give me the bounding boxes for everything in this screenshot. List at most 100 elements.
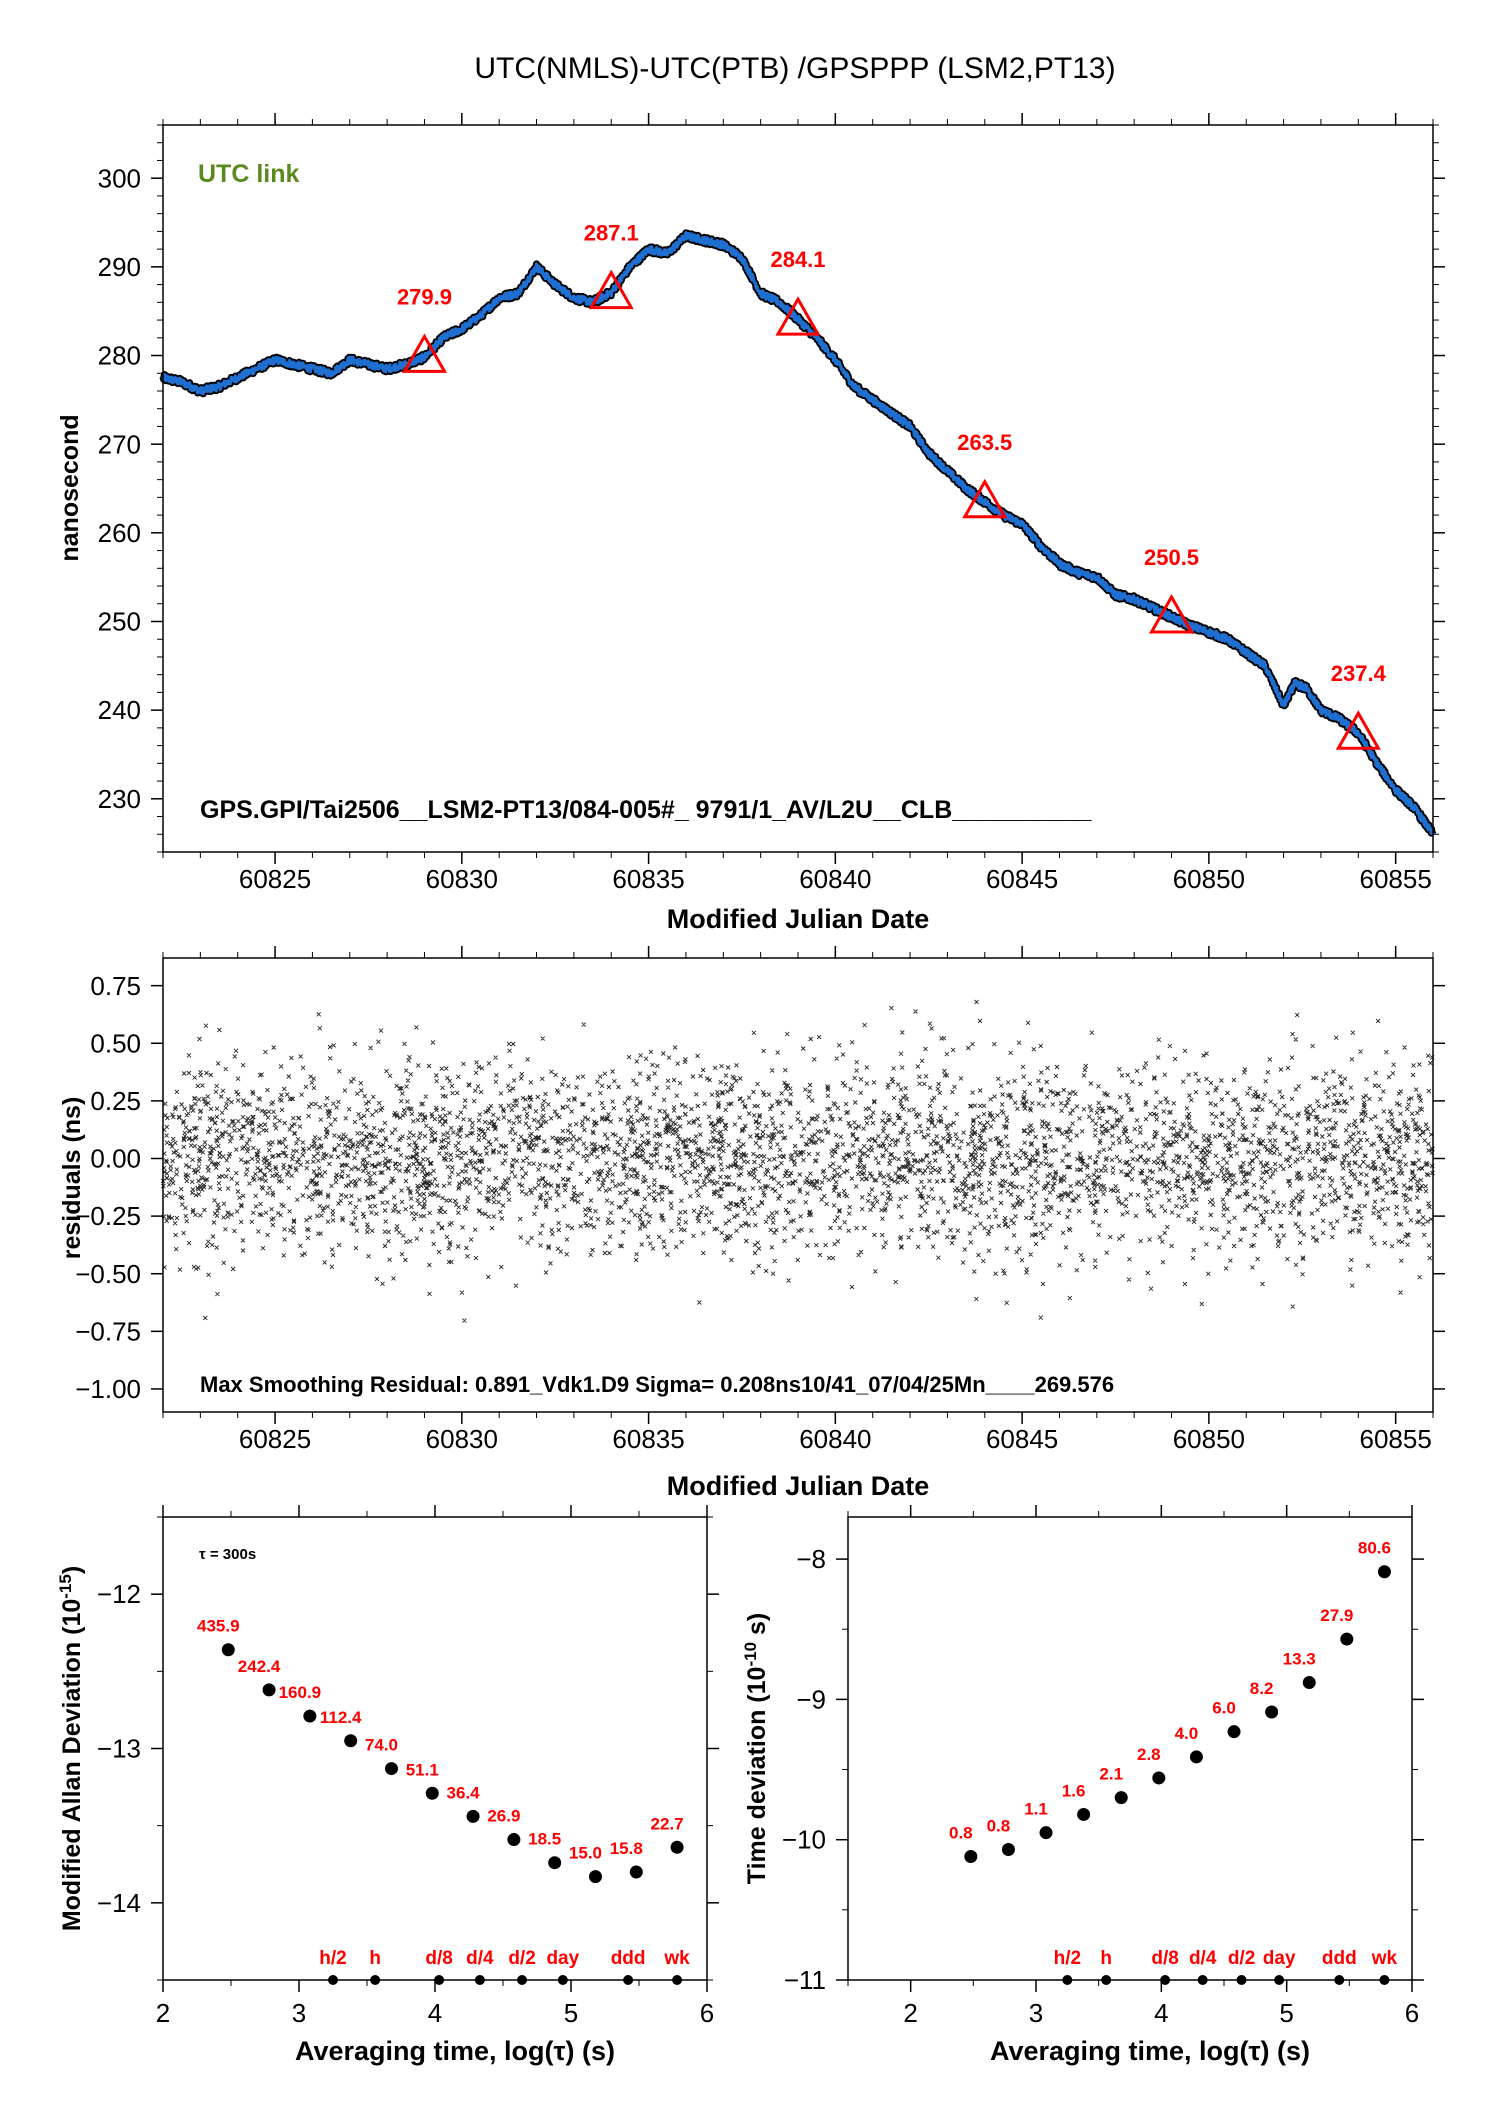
x-tick-label: 3: [1029, 1998, 1043, 2028]
interval-label: d/8: [1151, 1948, 1178, 1969]
data-point: [1001, 1843, 1015, 1857]
point-label: 51.1: [406, 1760, 439, 1779]
marker-label: 287.1: [584, 221, 639, 246]
interval-marker: [1197, 1975, 1208, 1985]
interval-marker: [1101, 1975, 1112, 1985]
interval-marker: [517, 1975, 528, 1985]
data-point: [507, 1833, 521, 1847]
x-tick-label: 60825: [239, 1424, 311, 1454]
data-point: [1189, 1750, 1203, 1764]
data-point: [1227, 1725, 1241, 1739]
y-tick-label: 0.75: [90, 971, 141, 1001]
y-tick-label: 250: [98, 607, 141, 637]
y-tick-label: −14: [97, 1888, 141, 1918]
data-point: [670, 1840, 684, 1854]
x-tick-label: 60830: [426, 864, 498, 894]
interval-marker: [1160, 1975, 1171, 1985]
x-tick-label: 3: [292, 1998, 306, 2028]
marker-label: 250.5: [1144, 545, 1199, 570]
y-tick-label: −13: [97, 1734, 141, 1764]
interval-marker: [672, 1975, 683, 1985]
point-label: 15.8: [610, 1839, 643, 1858]
triangle-marker: [962, 478, 1008, 519]
y-tick-label: −11: [784, 1965, 826, 1995]
residual-points: [160, 999, 1435, 1323]
data-point: [1039, 1826, 1053, 1840]
x-tick-label: 60840: [799, 864, 871, 894]
utc-link-annotation: UTC link: [198, 160, 299, 188]
figure-title: UTC(NMLS)-UTC(PTB) /GPSPPP (LSM2,PT13): [474, 52, 1115, 85]
data-point: [629, 1865, 643, 1879]
interval-label: h/2: [319, 1948, 346, 1969]
x-tick-label: 4: [428, 1998, 442, 2028]
interval-label: h: [1100, 1948, 1112, 1969]
data-point: [1077, 1807, 1091, 1821]
interval-label: ddd: [611, 1948, 646, 1969]
x-tick-label: 4: [1154, 1998, 1168, 2028]
marker-label: 279.9: [397, 284, 452, 309]
interval-label: day: [546, 1948, 579, 1969]
point-label: 242.4: [238, 1657, 281, 1676]
point-label: 80.6: [1358, 1539, 1391, 1558]
interval-label: h: [369, 1948, 381, 1969]
x-tick-label: 60845: [986, 864, 1058, 894]
x-tick-label: 60840: [799, 1424, 871, 1454]
y-tick-label: 300: [98, 163, 141, 193]
x-axis-label: Averaging time, log(τ) (s): [990, 2036, 1310, 2066]
y-tick-label: −10: [782, 1825, 826, 1855]
interval-marker: [1236, 1975, 1247, 1985]
data-point: [262, 1683, 276, 1697]
point-label: 26.9: [487, 1807, 520, 1826]
residual-footer: Max Smoothing Residual: 0.891_Vdk1.D9 Si…: [200, 1372, 1114, 1397]
point-label: 4.0: [1175, 1724, 1199, 1743]
triangle-marker: [1148, 594, 1195, 634]
y-tick-label: −12: [97, 1579, 141, 1609]
point-label: 15.0: [569, 1844, 602, 1863]
link-info-footer: GPS.GPI/Tai2506__LSM2-PT13/084-005#_ 979…: [200, 796, 1092, 824]
y-tick-label: −9: [796, 1684, 826, 1714]
data-point: [1340, 1632, 1354, 1646]
point-label: 2.1: [1099, 1765, 1123, 1784]
data-point: [384, 1762, 398, 1776]
data-point: [588, 1870, 602, 1884]
point-label: 6.0: [1212, 1699, 1236, 1718]
triangle-marker: [401, 333, 448, 373]
data-point: [344, 1734, 358, 1748]
residuals-panel: 60825 60830 60835 60840 60845 60850 60855 −1.00…: [58, 946, 1445, 1501]
interval-label: d/4: [1189, 1948, 1217, 1969]
point-label: 74.0: [365, 1736, 398, 1755]
y-tick-label: 280: [98, 341, 141, 371]
data-point: [1302, 1676, 1316, 1690]
x-tick-label: 60835: [612, 864, 684, 894]
y-tick-label: −0.25: [75, 1201, 141, 1231]
top-panel: 279.9 287.1 284.1 263.5 250.5 237.4 60825 60830…: [56, 113, 1445, 934]
interval-label: d/4: [466, 1948, 494, 1969]
data-point: [1265, 1705, 1279, 1719]
data-point: [964, 1850, 978, 1864]
y-tick-label: 230: [98, 784, 141, 814]
triangle-marker: [588, 269, 634, 310]
point-label: 1.6: [1062, 1781, 1086, 1800]
interval-marker: [474, 1975, 485, 1985]
data-point: [1152, 1771, 1166, 1785]
x-tick-label: 60850: [1173, 1424, 1245, 1454]
y-tick-label: −8: [796, 1544, 826, 1574]
point-label: 435.9: [197, 1617, 240, 1636]
interval-label: d/2: [1228, 1948, 1255, 1969]
x-tick-label: 2: [903, 1998, 917, 2028]
plot-frame: [847, 1516, 1413, 1981]
plot-frame: [162, 124, 1434, 853]
x-axis-label: Modified Julian Date: [667, 1471, 930, 1501]
interval-label: wk: [1371, 1948, 1398, 1969]
point-label: 36.4: [447, 1783, 481, 1802]
interval-marker: [370, 1975, 381, 1985]
y-tick-label: −0.75: [75, 1316, 141, 1346]
y-tick-label: 0.50: [90, 1028, 141, 1058]
interval-label: h/2: [1054, 1948, 1081, 1969]
y-axis-label: Time deviation (10-10 s): [741, 1613, 772, 1884]
marker-label: 237.4: [1331, 661, 1387, 686]
tau-note: τ = 300s: [199, 1546, 256, 1563]
interval-label: d/8: [425, 1948, 452, 1969]
point-label: 22.7: [651, 1814, 684, 1833]
point-label: 0.8: [987, 1817, 1011, 1836]
